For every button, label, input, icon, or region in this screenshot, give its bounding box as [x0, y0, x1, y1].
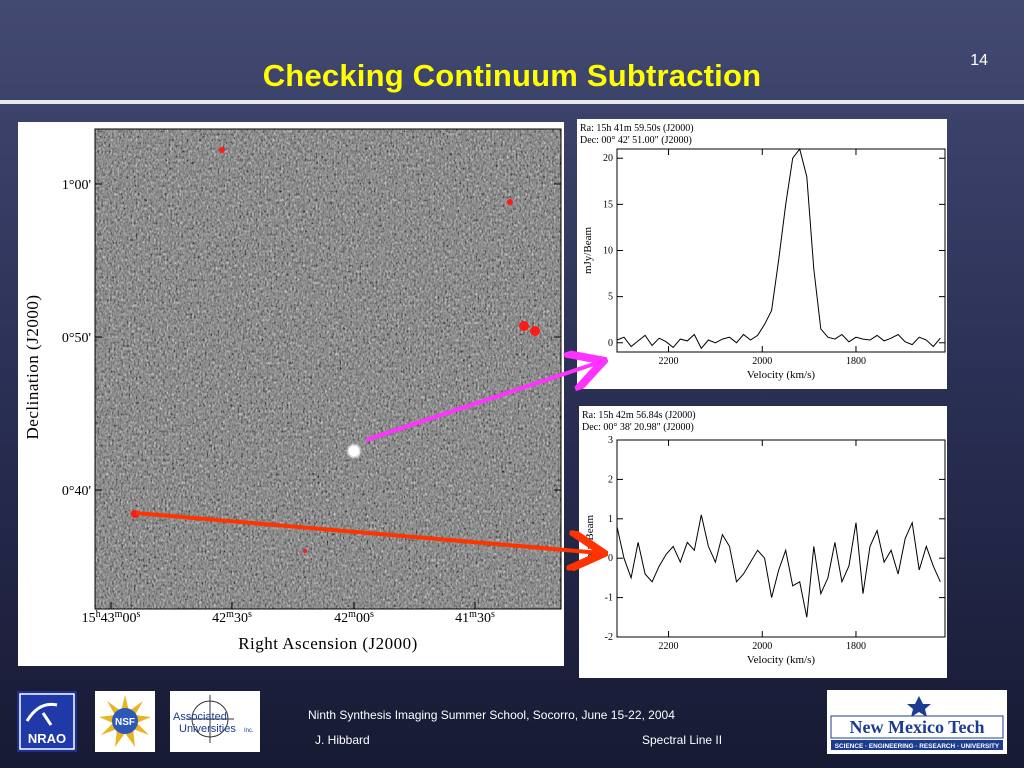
y-tick-label: 0	[608, 553, 613, 564]
red-marker	[519, 321, 529, 331]
y-tick-label: 20	[603, 153, 613, 164]
spectrum-line	[616, 147, 941, 350]
x-tick-label: 2200	[659, 356, 679, 367]
red-marker	[530, 326, 540, 336]
y-axis-label: Declination (J2000)	[23, 295, 42, 440]
continuum-image-panel: 1°00' 0°50' 0°40' 15h43m00s 42m30s 42m00…	[18, 122, 564, 666]
aui-logo-line1: Associated	[173, 711, 227, 723]
y-tick-label: -1	[605, 593, 613, 604]
y-tick-label: 0°40'	[62, 484, 91, 499]
nmt-logo-name: New Mexico Tech	[850, 717, 985, 737]
noise-map	[95, 129, 561, 609]
spectrum-panel-2: Ra: 15h 42m 56.84s (J2000) Dec: 00° 38' 2…	[579, 406, 947, 678]
nrao-logo-text: NRAO	[28, 731, 66, 746]
x-tick-label: 2200	[659, 641, 679, 652]
plot-frame	[616, 148, 946, 353]
y-tick-label: 1	[608, 514, 613, 525]
y-tick-label: -2	[605, 632, 613, 643]
spectrum-line	[616, 514, 941, 618]
red-marker	[303, 549, 307, 553]
spectrum-panel-1: Ra: 15h 41m 59.50s (J2000) Dec: 00° 42' 5…	[577, 119, 947, 389]
y-axis-label: mJy/Beam	[582, 227, 594, 274]
aui-logo: Associated Universities Inc.	[170, 691, 260, 752]
y-tick-label: 10	[603, 246, 613, 257]
x-tick-label: 1800	[846, 641, 866, 652]
slide-number: 14	[970, 52, 988, 69]
y-tick-label: 2	[608, 474, 613, 485]
x-tick-label: 15h43m00s	[82, 609, 141, 626]
x-tick-label: 2000	[752, 356, 772, 367]
x-tick-label: 42m00s	[334, 609, 374, 626]
y-tick-label: 3	[608, 435, 613, 446]
spectrum-header-dec: Dec: 00° 38' 20.98" (J2000)	[582, 422, 694, 433]
nmt-logo-tagline: SCIENCE · ENGINEERING · RESEARCH · UNIVE…	[835, 743, 1000, 750]
spectrum-header-ra: Ra: 15h 41m 59.50s (J2000)	[580, 123, 694, 134]
aui-logo-suffix: Inc.	[244, 728, 254, 734]
title-rule	[0, 100, 1024, 104]
footer-author: J. Hibbard	[315, 733, 370, 747]
x-axis-label: Velocity (km/s)	[747, 369, 815, 381]
y-tick-label: 0°50'	[62, 331, 91, 346]
y-tick-label: 0	[608, 338, 613, 349]
x-axis-label: Velocity (km/s)	[747, 654, 815, 666]
y-tick-label: 5	[608, 292, 613, 303]
y-tick-label: 1°00'	[62, 178, 91, 193]
y-tick-label: 15	[603, 199, 613, 210]
nmt-logo: New Mexico Tech SCIENCE · ENGINEERING · …	[827, 690, 1007, 754]
red-marker	[219, 147, 225, 153]
footer-conference: Ninth Synthesis Imaging Summer School, S…	[308, 708, 675, 722]
nsf-logo: NSF	[95, 691, 155, 752]
nsf-logo-text: NSF	[115, 717, 135, 728]
y-axis-label: mJy/Beam	[584, 515, 596, 562]
x-tick-label: 2000	[752, 641, 772, 652]
x-tick-label: 41m30s	[455, 609, 495, 626]
red-marker	[507, 199, 513, 205]
footer-topic: Spectral Line II	[642, 733, 723, 747]
plot-frame	[616, 439, 946, 638]
slide-title: Checking Continuum Subtraction	[262, 58, 762, 93]
x-tick-label: 42m30s	[212, 609, 252, 626]
aui-logo-line2: Universities	[179, 723, 236, 735]
x-tick-label: 1800	[846, 356, 866, 367]
bright-source	[346, 443, 362, 459]
spectrum-header-ra: Ra: 15h 42m 56.84s (J2000)	[582, 410, 696, 421]
x-axis-label: Right Ascension (J2000)	[238, 634, 418, 653]
red-marker	[131, 510, 139, 518]
spectrum-header-dec: Dec: 00° 42' 51.00" (J2000)	[580, 135, 692, 146]
nrao-logo: NRAO	[17, 691, 77, 752]
